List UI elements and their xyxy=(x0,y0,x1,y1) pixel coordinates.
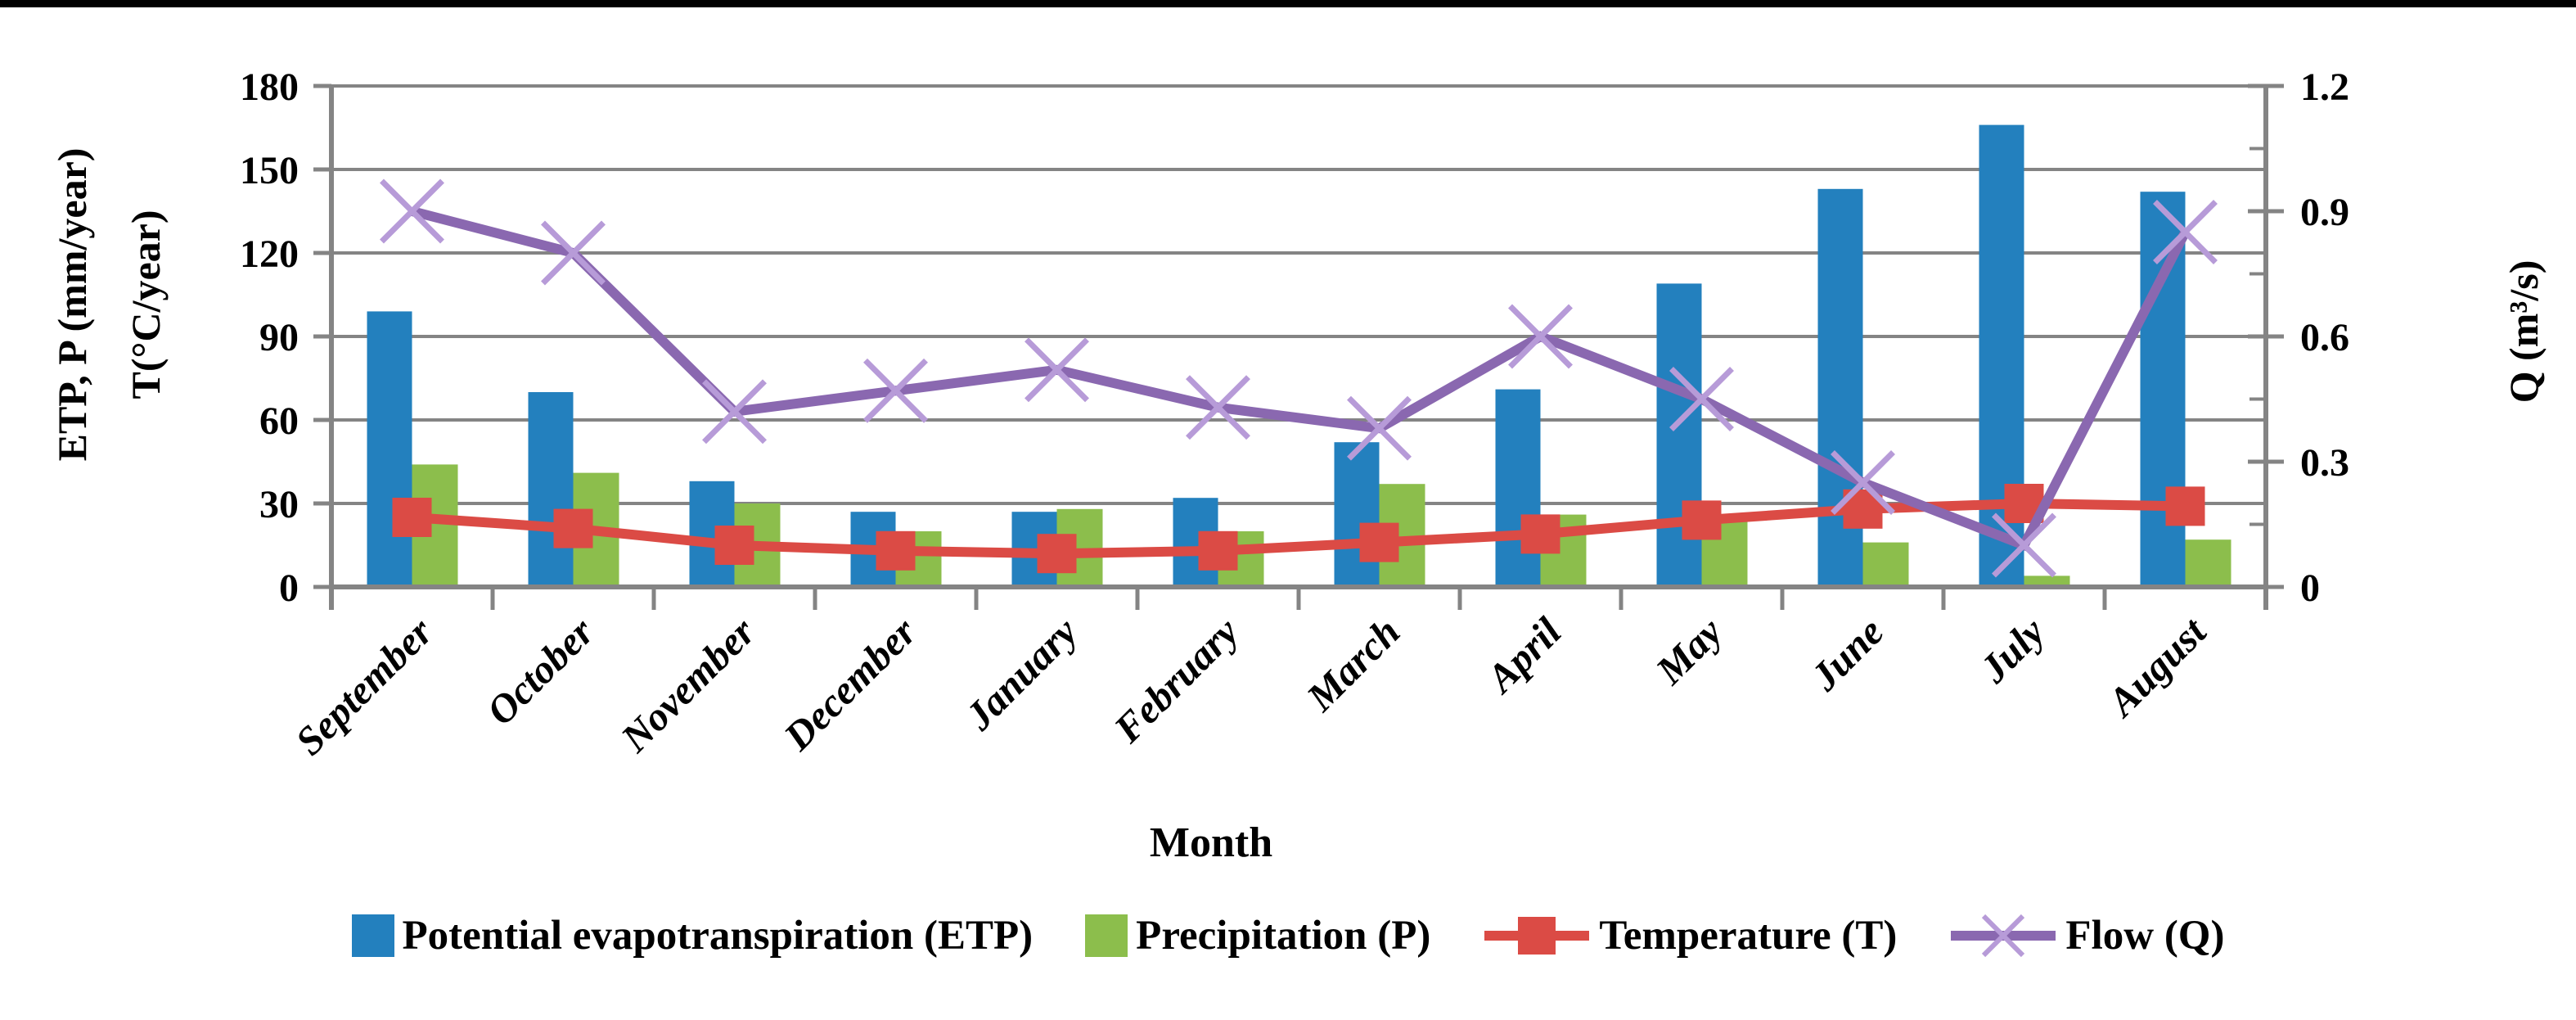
month-label-May: May xyxy=(1646,609,1731,693)
flow-marker-x-June xyxy=(1831,450,1895,515)
month-label-September: September xyxy=(286,608,442,764)
legend-line-x-icon xyxy=(1951,914,2056,958)
temperature-marker-March xyxy=(1359,522,1399,562)
left-tick-label: 30 xyxy=(259,483,299,526)
month-label-April: April xyxy=(1476,609,1569,702)
flow-marker-x-August xyxy=(2153,200,2218,264)
legend-swatch-icon xyxy=(1085,914,1128,957)
precip-bar-July xyxy=(2024,575,2070,587)
left-tick-label: 90 xyxy=(259,316,299,359)
legend-label: Potential evapotranspiration (ETP) xyxy=(402,913,1034,959)
right-tick-label: 0 xyxy=(2300,566,2320,610)
right-tick-label: 0.6 xyxy=(2300,316,2349,359)
month-label-June: June xyxy=(1801,609,1892,700)
legend-item-2: Precipitation (P) xyxy=(1085,912,1430,959)
flow-marker-x-July xyxy=(1992,512,2056,578)
left-tick-label: 0 xyxy=(279,566,299,610)
right-tick-label: 0.3 xyxy=(2300,441,2349,485)
flow-marker-x-December xyxy=(863,358,928,423)
flow-marker-x-March xyxy=(1347,395,1412,461)
temperature-marker-January xyxy=(1037,534,1077,574)
month-label-December: December xyxy=(774,608,925,760)
legend-label: Flow (Q) xyxy=(2065,913,2225,959)
legend-swatch-icon xyxy=(351,914,394,957)
legend-item-4: Flow (Q) xyxy=(1949,911,2224,960)
chart-legend: Potential evapotranspiration (ETP) Precip… xyxy=(0,899,2576,973)
etp-bar-October xyxy=(528,392,574,587)
legend-line-square-icon xyxy=(1484,917,1590,955)
right-tick-label: 0.9 xyxy=(2300,191,2349,234)
etp-bar-September xyxy=(367,311,412,587)
left-tick-label: 60 xyxy=(259,399,299,443)
right-tick-label: 1.2 xyxy=(2300,65,2349,109)
temperature-marker-February xyxy=(1198,530,1238,571)
left-tick-label: 150 xyxy=(240,149,299,192)
legend-item-1: Potential evapotranspiration (ETP) xyxy=(351,912,1034,959)
temperature-marker-May xyxy=(1682,500,1722,540)
flow-marker-x-November xyxy=(702,379,767,445)
temperature-marker-October xyxy=(553,508,593,548)
month-label-October: October xyxy=(478,608,603,733)
temperature-marker-August xyxy=(2165,486,2205,526)
flow-marker-x-January xyxy=(1025,337,1089,403)
etp-bar-May xyxy=(1656,283,1702,587)
left-tick-label: 180 xyxy=(240,65,299,109)
legend-label: Temperature (T) xyxy=(1599,913,1898,959)
temperature-line xyxy=(412,498,2186,559)
etp-bar-April xyxy=(1495,389,1541,587)
figure-top-border xyxy=(0,0,2576,7)
left-tick-label: 120 xyxy=(240,232,299,276)
legend-label: Precipitation (P) xyxy=(1136,913,1431,959)
flow-line xyxy=(410,206,2190,552)
x-axis-title: Month xyxy=(1149,819,1273,866)
month-label-March: March xyxy=(1297,609,1408,720)
temperature-marker-December xyxy=(876,530,916,571)
precip-bar-August xyxy=(2185,539,2231,587)
temperature-marker-September xyxy=(392,498,432,537)
month-label-January: January xyxy=(956,609,1086,739)
flow-marker-x-October xyxy=(541,220,606,286)
flow-marker-x-April xyxy=(1508,304,1573,369)
flow-marker-x-September xyxy=(380,178,444,244)
temperature-marker-November xyxy=(714,526,754,565)
flow-marker-x-May xyxy=(1669,367,1734,431)
flow-marker-x-February xyxy=(1186,375,1250,440)
precip-bar-June xyxy=(1862,542,1909,587)
month-label-July: July xyxy=(1970,609,2053,692)
right-axis-title: Q (m³/s) xyxy=(2501,260,2547,404)
temperature-marker-April xyxy=(1520,514,1560,554)
month-label-February: February xyxy=(1105,609,1248,752)
month-label-August: August xyxy=(2097,608,2215,726)
chart-plot: 0 30 60 90 120 150 180 0 0.3 0.6 0.9 1.2 September Oc… xyxy=(240,65,2349,764)
etp-bar-March xyxy=(1334,442,1380,587)
month-label-November: November xyxy=(611,608,763,760)
legend-item-3: Temperature (T) xyxy=(1483,911,1897,960)
